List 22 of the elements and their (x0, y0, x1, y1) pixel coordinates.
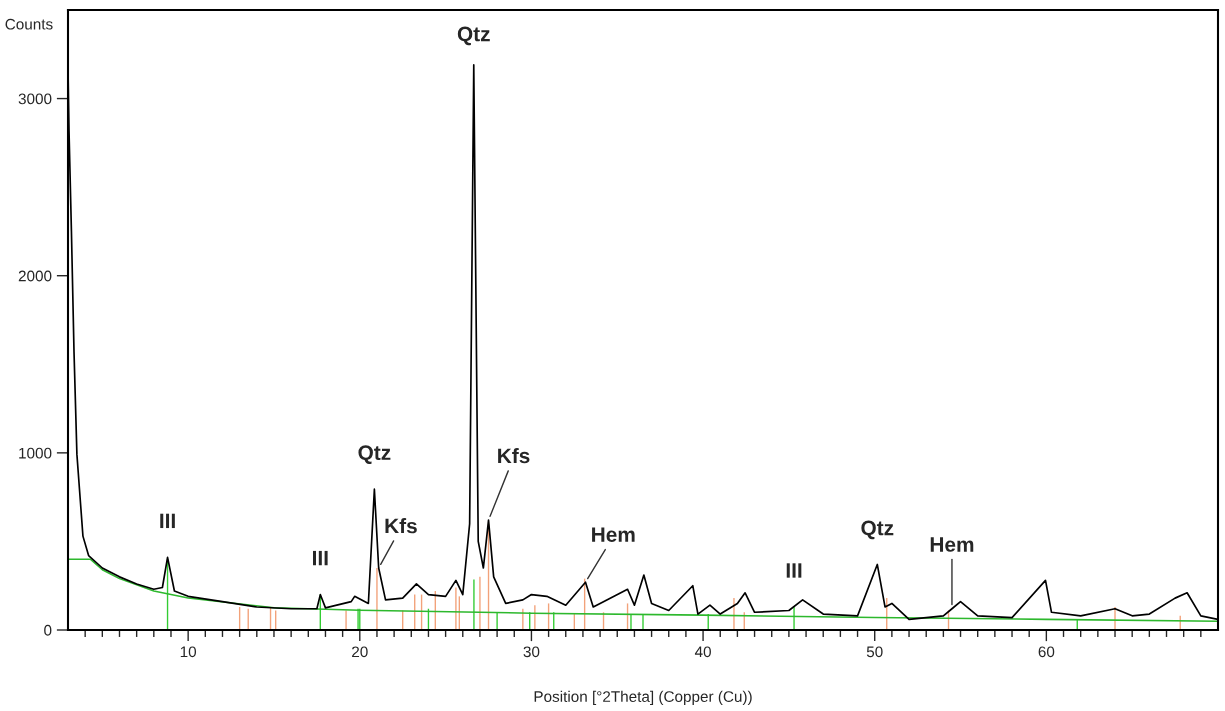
y-tick-label: 1000 (19, 447, 52, 459)
annotation: Kfs (498, 447, 530, 464)
annotation: Kfs (385, 518, 417, 534)
y-tick-label: 2000 (18, 270, 52, 282)
annotation: III (160, 513, 175, 529)
y-tick-label: 3000 (18, 93, 52, 105)
annotation: Qtz (358, 445, 391, 464)
x-axis-title: Position [°2Theta] (Copper (Cu)) (534, 690, 752, 706)
annotation: Qtz (457, 26, 490, 46)
x-tick-label: 30 (523, 646, 540, 658)
annotation: III (313, 550, 328, 566)
annotation: Hem (592, 527, 635, 542)
x-tick-label: 60 (1038, 646, 1055, 658)
x-tick-label: 50 (866, 646, 883, 658)
x-tick-label: 10 (180, 646, 197, 658)
y-tick-label: 0 (44, 624, 52, 636)
annotation: III (786, 563, 802, 578)
x-tick-label: 40 (694, 646, 711, 658)
y-axis-title: Counts (5, 18, 53, 30)
annotation: Hem (930, 537, 974, 552)
annotation: Qtz (861, 520, 894, 540)
x-tick-label: 20 (352, 646, 368, 658)
